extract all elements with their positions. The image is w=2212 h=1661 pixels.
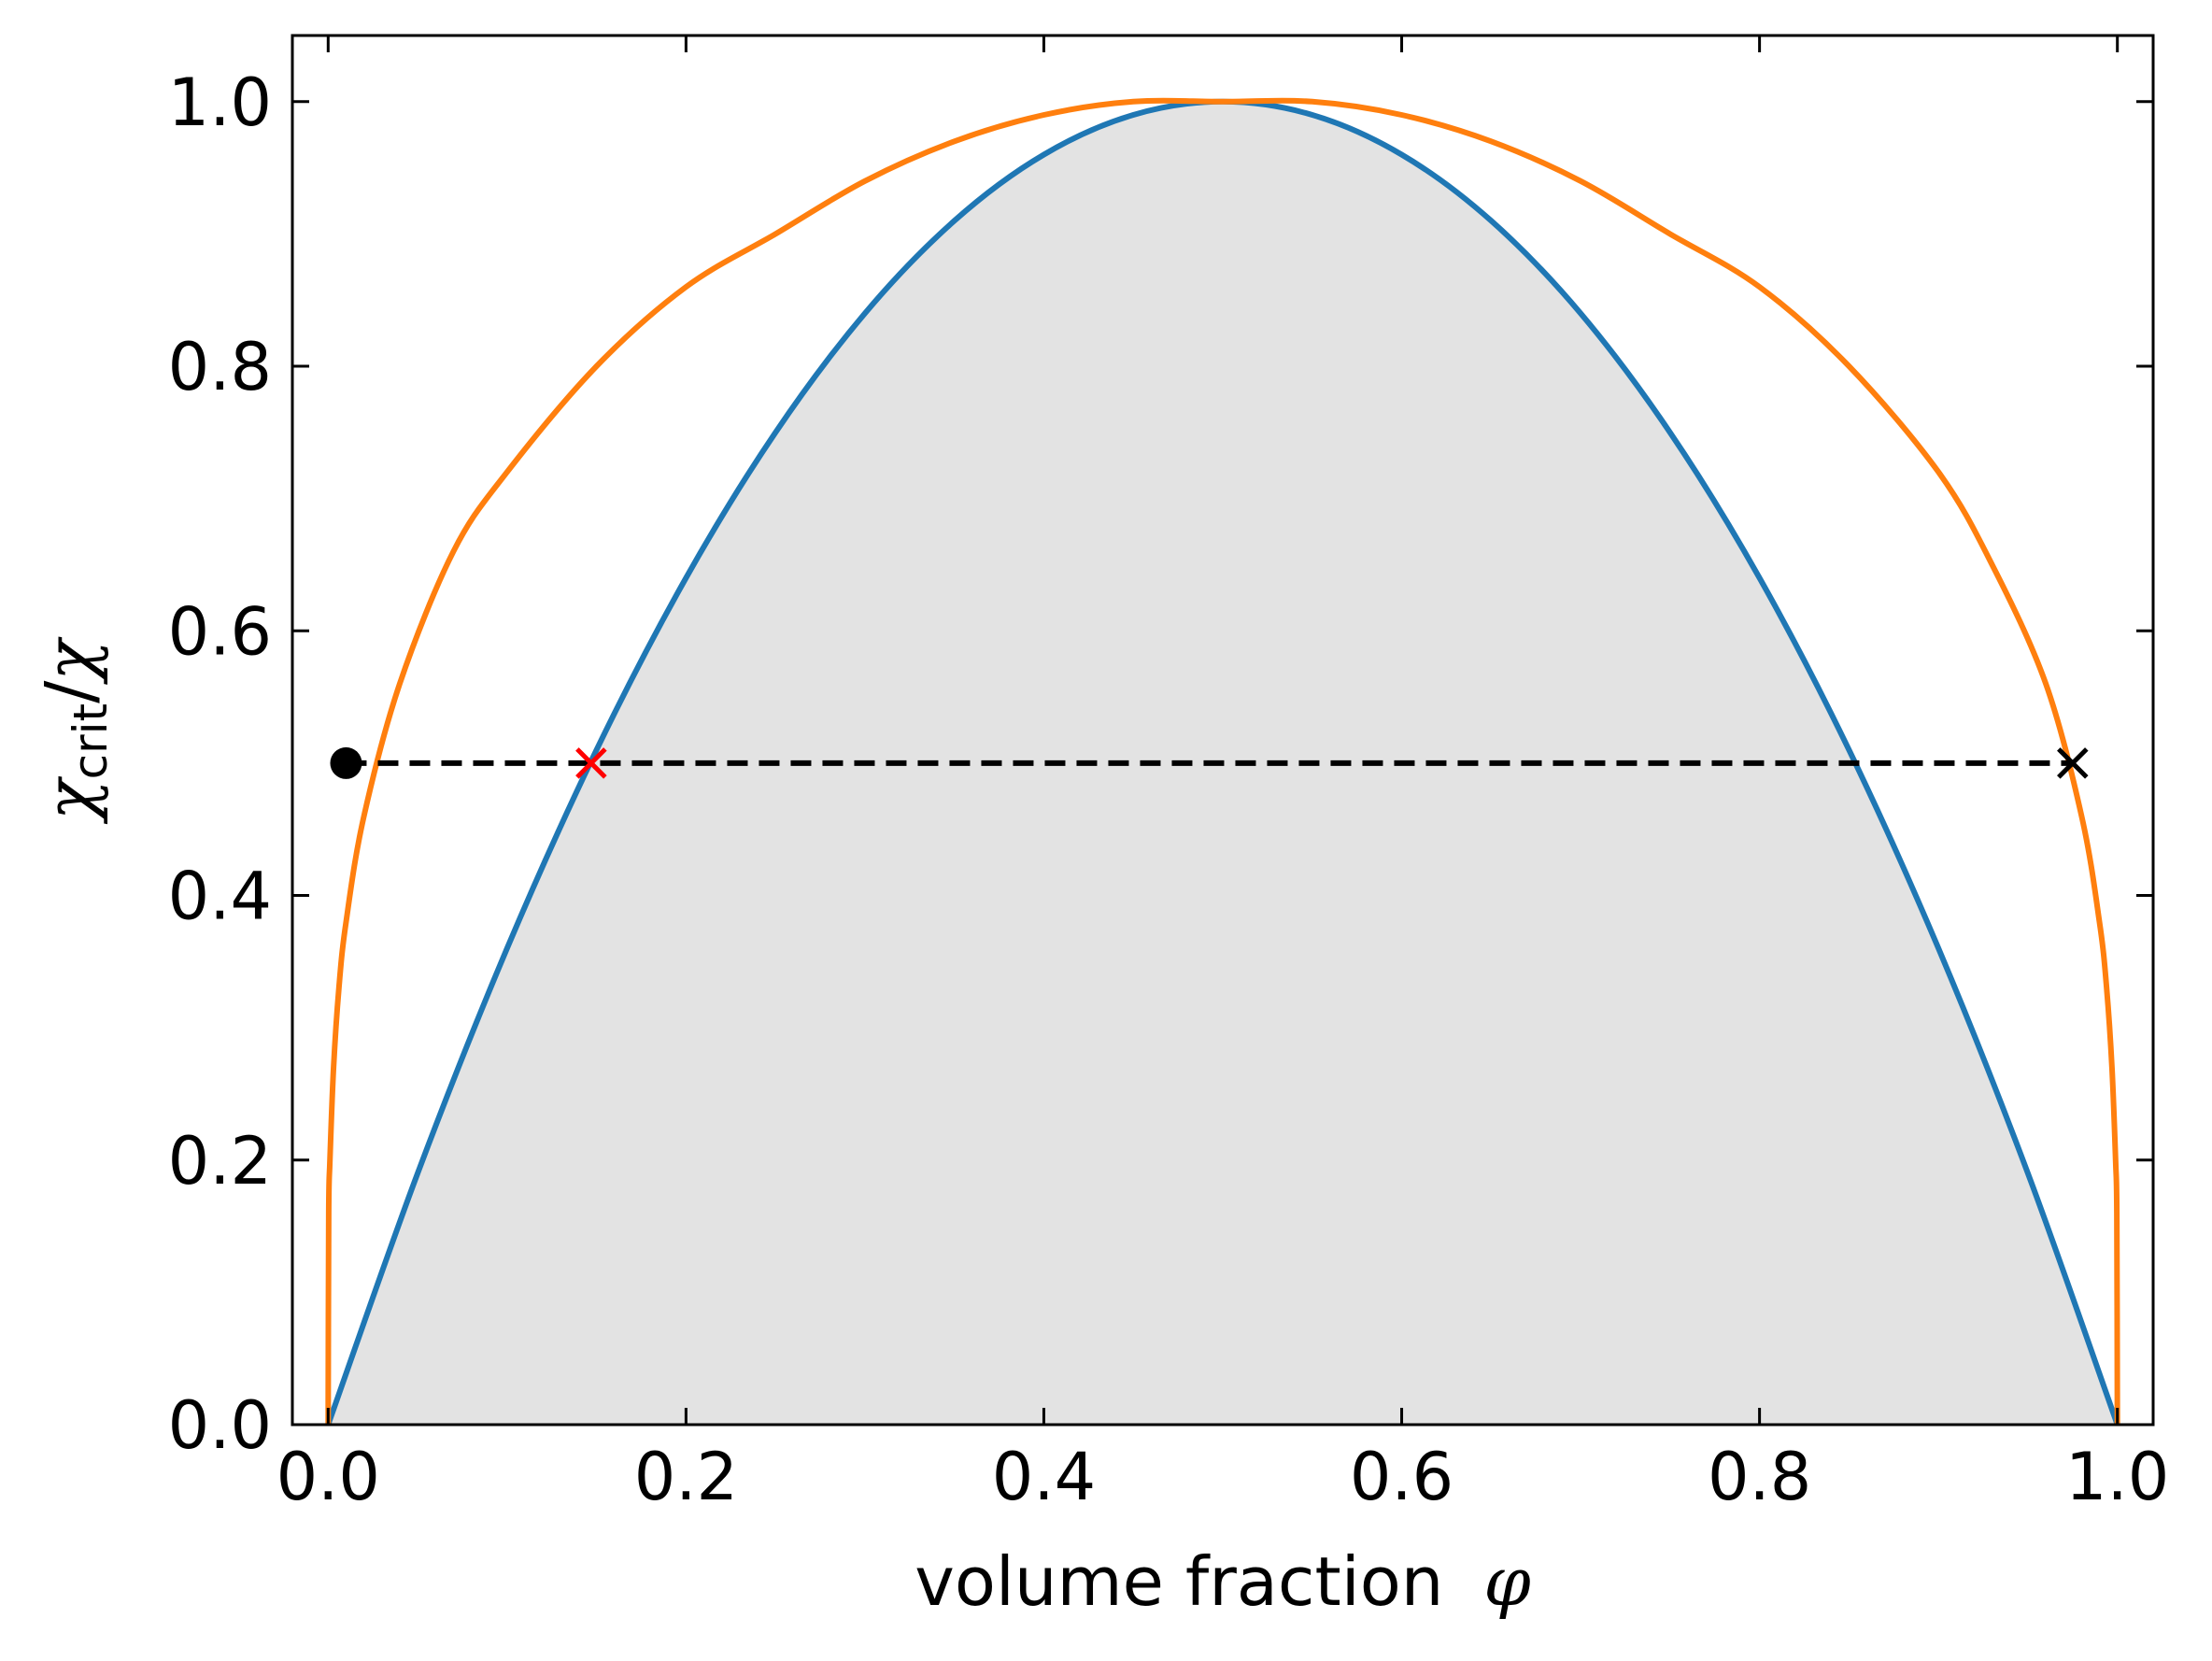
x-tick-label: 0.4	[992, 1439, 1096, 1515]
x-tick-label: 1.0	[2065, 1439, 2169, 1515]
x-axis-label: volume fraction φ	[915, 1542, 1531, 1621]
y-tick-label: 0.8	[168, 329, 272, 405]
y-tick-label: 1.0	[168, 64, 272, 141]
x-axis-label-text: volume fraction	[915, 1542, 1443, 1621]
y-axis-label: χcrit/χ	[31, 636, 118, 825]
x-axis-label-symbol: φ	[1483, 1542, 1531, 1621]
y-axis-label-slash: /	[31, 680, 109, 703]
x-tick-label: 0.2	[634, 1439, 738, 1515]
y-tick-label: 0.4	[168, 859, 272, 935]
marker-circle-0	[330, 746, 362, 779]
y-axis-label-denominator: χ	[31, 636, 109, 686]
x-tick-label: 0.0	[276, 1439, 380, 1515]
marker-x-1	[575, 747, 607, 779]
y-axis-label-symbol: χ	[31, 775, 109, 825]
x-tick-label: 0.8	[1708, 1439, 1811, 1515]
x-tick-label: 0.6	[1350, 1439, 1453, 1515]
ticks-group: 0.0 0.2 0.4 0.6 0.8 1.0 0.0 0.2 0.4 0.6 0.8 1.0	[168, 35, 2169, 1515]
y-tick-label: 0.0	[168, 1387, 272, 1464]
binodal-curve	[325, 97, 2120, 1426]
marker-x-2	[2057, 747, 2089, 779]
markers-group	[330, 746, 2089, 779]
y-tick-label: 0.2	[168, 1123, 272, 1200]
y-tick-label: 0.6	[168, 593, 272, 670]
plot-frame	[291, 34, 2155, 1427]
y-axis-label-subscript: crit	[64, 703, 118, 780]
